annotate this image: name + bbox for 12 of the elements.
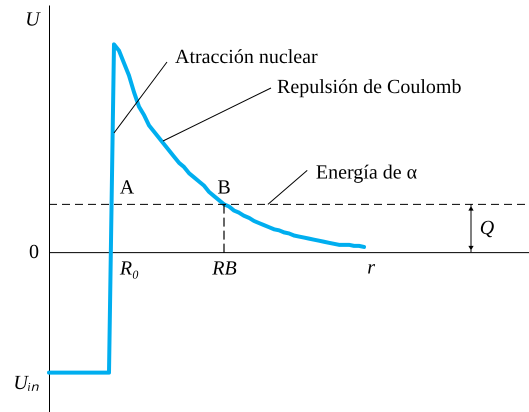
text: Uᵢₙ (13, 372, 39, 394)
annotation: Atracción nuclear (175, 46, 318, 68)
annotation: Repulsión de Coulomb (277, 76, 462, 98)
annotation: B (217, 176, 231, 198)
y-axis-title: U (25, 8, 42, 30)
text: 0 (29, 241, 39, 264)
ref-line-label: Energía de α (316, 161, 418, 184)
x-tick-label: RB (211, 258, 237, 280)
x-axis-title: r (367, 256, 376, 279)
annotation: A (120, 176, 135, 198)
x-tick-label: R₀ (118, 258, 140, 280)
annotation: Q (480, 217, 495, 240)
